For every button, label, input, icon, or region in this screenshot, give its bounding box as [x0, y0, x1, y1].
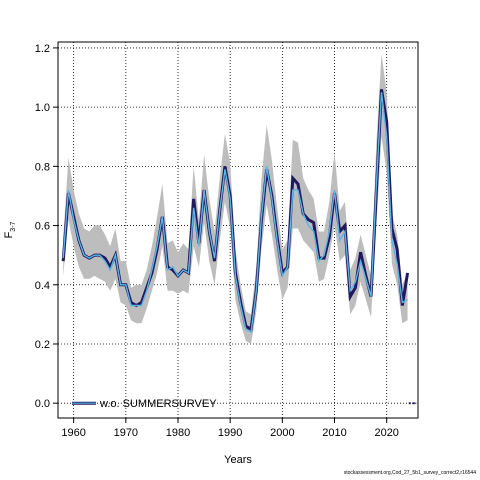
confidence-band-area — [63, 53, 408, 344]
y-tick-label: 0.0 — [35, 398, 50, 410]
plot-frame — [57, 41, 419, 419]
y-axis-title-main: F — [3, 231, 15, 238]
x-tick-label: 1990 — [218, 427, 242, 439]
legend: w.o. SUMMERSURVEY — [72, 398, 217, 410]
y-axis-title: F3-7 — [3, 221, 17, 238]
axes: 1960 1970 1980 1990 2000 2010 2020 0.0 0.2 0.4 0.6… — [35, 41, 419, 439]
x-tick-label: 1960 — [61, 427, 85, 439]
y-tick-label: 0.8 — [35, 161, 50, 173]
y-tick-label: 0.6 — [35, 221, 50, 233]
y-tick-label: 0.4 — [35, 280, 50, 292]
legend-label: w.o. SUMMERSURVEY — [99, 398, 217, 410]
y-tick-label: 1.0 — [35, 102, 50, 114]
y-axis-title-sub: 3-7 — [10, 221, 17, 231]
x-tick-label: 2010 — [322, 427, 346, 439]
x-tick-label: 1970 — [114, 427, 138, 439]
confidence-band — [63, 53, 408, 344]
series-line — [62, 92, 408, 334]
y-tick-label: 0.2 — [35, 339, 50, 351]
series-lines — [61, 89, 417, 405]
x-tick-label: 2020 — [374, 427, 398, 439]
x-tick-label: 2000 — [270, 427, 294, 439]
footer-credit: stockassessment.org,Cod_27_5b1_survey_co… — [343, 470, 476, 476]
x-tick-label: 1980 — [166, 427, 190, 439]
grid — [58, 42, 418, 418]
x-axis-title: Years — [224, 454, 252, 466]
y-tick-label: 1.2 — [35, 43, 50, 55]
